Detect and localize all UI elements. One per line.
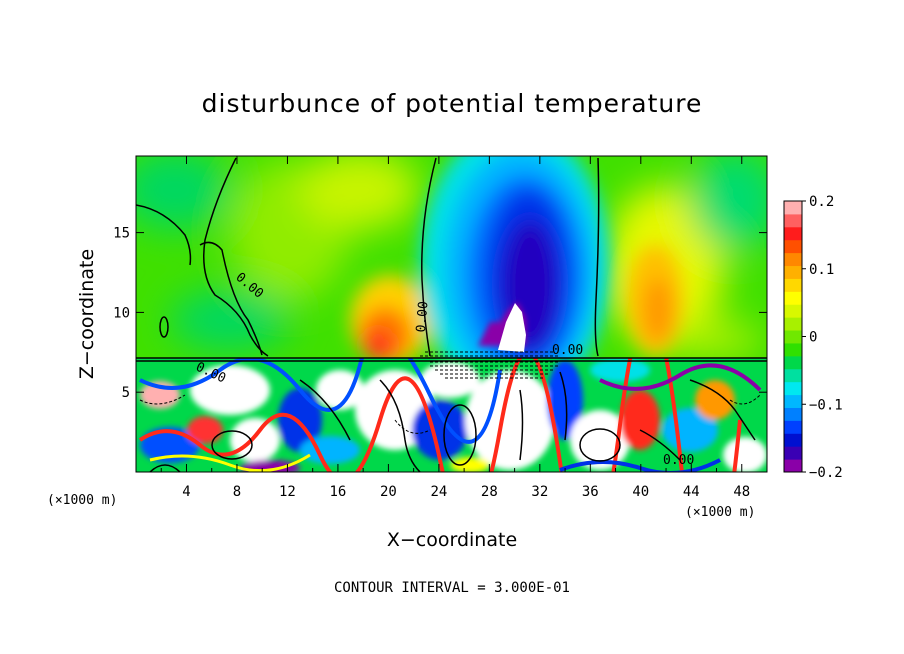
colorbar-swatch (784, 459, 802, 473)
x-tick-label: 8 (233, 484, 241, 500)
x-tick-label: 20 (380, 484, 397, 500)
y-axis: 5 10 15 (113, 226, 767, 401)
colorbar-swatch (784, 317, 802, 331)
y-axis-label: Z−coordinate (76, 249, 98, 379)
x-unit-right: (×1000 m) (685, 505, 755, 520)
colorbar-swatch (784, 407, 802, 421)
colorbar-swatch (784, 420, 802, 434)
colorbar-tick-label: 0 (809, 330, 817, 346)
colorbar-swatch (784, 342, 802, 357)
colorbar-swatch (784, 368, 802, 383)
contour-interval-note: CONTOUR INTERVAL = 3.000E-01 (334, 580, 570, 596)
chart-title: disturbunce of potential temperature (202, 89, 703, 118)
x-axis: 4 8 12 16 20 24 28 32 36 40 44 48 (160, 156, 750, 500)
contour-label: 0.00 (663, 453, 694, 468)
colorbar-swatch (784, 213, 802, 228)
colorbar-swatch (784, 446, 802, 460)
x-tick-label: 48 (733, 484, 750, 500)
colorbar-swatch (784, 381, 802, 396)
colorbar-tick-label: −0.1 (809, 397, 843, 413)
colorbar: 0.2 0.1 0 −0.1 −0.2 (783, 194, 843, 481)
x-tick-label: 32 (531, 484, 548, 500)
plot-frame (135, 155, 768, 473)
colorbar-swatch (784, 239, 802, 254)
x-tick-label: 36 (582, 484, 599, 500)
colorbar-swatch (784, 291, 802, 305)
x-tick-label: 44 (683, 484, 700, 500)
x-unit-left: (×1000 m) (47, 493, 117, 508)
colorbar-swatch (784, 330, 802, 344)
heatmap-field (136, 156, 767, 472)
x-axis-label: X−coordinate (387, 529, 517, 551)
y-tick-label: 10 (113, 305, 130, 321)
contour-lines (136, 157, 767, 472)
colorbar-swatch (784, 394, 802, 408)
x-tick-label: 16 (329, 484, 346, 500)
colorbar-swatch (784, 252, 802, 267)
y-tick-label: 15 (113, 226, 130, 242)
colorbar-swatch (784, 278, 802, 292)
colorbar-tick-label: −0.2 (809, 465, 843, 481)
colorbar-swatch (784, 265, 802, 279)
contour-label: 0.00 (414, 301, 432, 334)
colorbar-swatch (784, 226, 802, 241)
colorbar-tick-label: 0.2 (809, 194, 834, 210)
colorbar-swatch (784, 201, 802, 215)
y-tick-label: 5 (122, 385, 130, 401)
x-tick-label: 12 (279, 484, 296, 500)
colorbar-tick-label: 0.1 (809, 262, 834, 278)
x-tick-label: 40 (632, 484, 649, 500)
colorbar-swatch (784, 304, 802, 318)
contour-label: 0.00 (552, 343, 583, 358)
x-tick-label: 4 (182, 484, 190, 500)
colorbar-swatch (784, 433, 802, 447)
colorbar-swatch (784, 355, 802, 370)
x-tick-label: 28 (481, 484, 498, 500)
x-tick-label: 24 (430, 484, 447, 500)
